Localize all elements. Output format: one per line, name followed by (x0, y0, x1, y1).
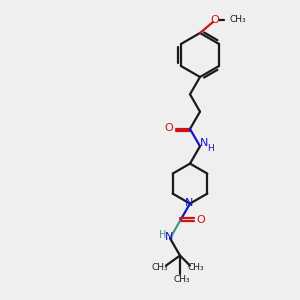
Text: H: H (208, 144, 214, 153)
Text: CH₃: CH₃ (174, 275, 190, 284)
Text: O: O (165, 123, 173, 133)
Text: N: N (200, 138, 208, 148)
Text: CH₃: CH₃ (188, 263, 204, 272)
Text: N: N (165, 232, 173, 242)
Text: H: H (159, 230, 167, 240)
Text: CH₃: CH₃ (230, 16, 247, 25)
Text: O: O (211, 15, 219, 25)
Text: CH₃: CH₃ (152, 263, 168, 272)
Text: N: N (185, 198, 193, 208)
Text: O: O (196, 215, 206, 225)
